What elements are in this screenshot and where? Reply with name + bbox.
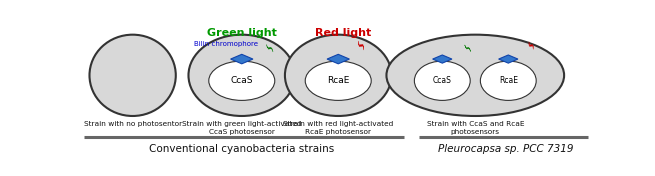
Text: Strain with green light-activated
CcaS photosensor: Strain with green light-activated CcaS p… [182,121,301,135]
Text: Strain with no photosentor: Strain with no photosentor [84,121,181,127]
Ellipse shape [90,35,176,116]
Polygon shape [433,55,452,63]
Text: Strain with red light-activated
RcaE photosensor: Strain with red light-activated RcaE pho… [283,121,394,135]
Ellipse shape [209,61,275,100]
Text: Strain with CcaS and RcaE
photosensors: Strain with CcaS and RcaE photosensors [426,121,524,135]
Ellipse shape [285,35,392,116]
Ellipse shape [480,61,536,100]
Text: RcaE: RcaE [327,76,349,85]
Text: CcaS: CcaS [433,76,452,85]
Text: Conventional cyanobacteria strains: Conventional cyanobacteria strains [149,143,335,153]
Text: Green light: Green light [207,28,276,38]
Text: CcaS: CcaS [231,76,253,85]
Polygon shape [231,54,253,64]
Polygon shape [358,41,364,50]
Polygon shape [465,45,470,52]
Polygon shape [498,55,518,63]
Text: RcaE: RcaE [498,76,518,85]
Text: Bilin chromophore: Bilin chromophore [194,41,257,47]
Ellipse shape [415,61,470,100]
Text: Pleurocapsa sp. PCC 7319: Pleurocapsa sp. PCC 7319 [438,143,574,153]
Polygon shape [267,44,273,52]
Text: Red light: Red light [315,28,371,38]
Ellipse shape [305,61,371,100]
Ellipse shape [189,35,295,116]
Polygon shape [529,42,533,49]
Ellipse shape [386,35,564,116]
Polygon shape [327,54,349,64]
